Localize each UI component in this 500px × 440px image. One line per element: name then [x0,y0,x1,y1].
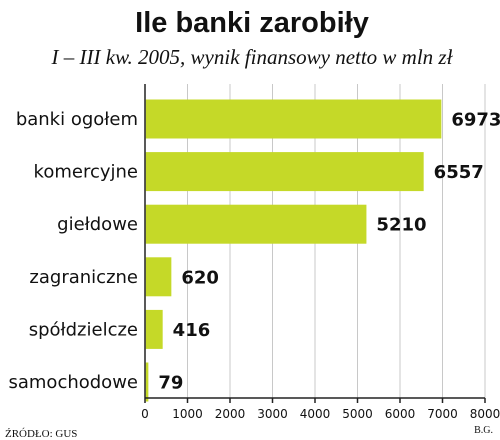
category-label-5: samochodowe [8,372,138,393]
category-label-4: spółdzielcze [29,319,138,340]
category-label-1: komercyjne [34,162,138,183]
bar-5 [145,362,149,402]
bar-1 [145,152,424,192]
value-label-2: 5210 [376,215,426,236]
author-note: B.G. [474,425,493,436]
x-tick-label-4000: 4000 [300,407,331,421]
category-label-3: zagraniczne [29,267,138,288]
x-tick-label-6000: 6000 [385,407,416,421]
chart-title: Ile banki zarobiły [135,7,369,39]
value-label-0: 6973 [451,110,500,131]
value-label-4: 416 [173,320,211,341]
source-note: ŹRÓDŁO: GUS [5,428,77,440]
chart-subtitle: I – III kw. 2005, wynik finansowy netto … [51,45,454,69]
x-tick-label-7000: 7000 [427,407,458,421]
x-tick-label-2000: 2000 [215,407,246,421]
category-label-0: banki ogołem [16,109,138,130]
bar-4 [145,309,163,349]
x-tick-label-3000: 3000 [257,407,288,421]
bar-layer [145,99,442,402]
axis-layer [144,84,486,403]
label-layer: 0 1000 2000 3000 4000 5000 6000 7000 8000 banki o… [8,109,500,421]
x-tick-label-0: 0 [141,407,149,421]
value-label-5: 79 [158,373,183,394]
bar-2 [145,204,367,244]
x-tick-label-1000: 1000 [172,407,203,421]
bar-0 [145,99,442,139]
bar-3 [145,257,172,297]
x-tick-label-8000: 8000 [470,407,500,421]
value-label-1: 6557 [434,162,484,183]
category-label-2: giełdowe [57,214,138,235]
x-tick-label-5000: 5000 [342,407,373,421]
value-label-3: 620 [181,267,219,288]
